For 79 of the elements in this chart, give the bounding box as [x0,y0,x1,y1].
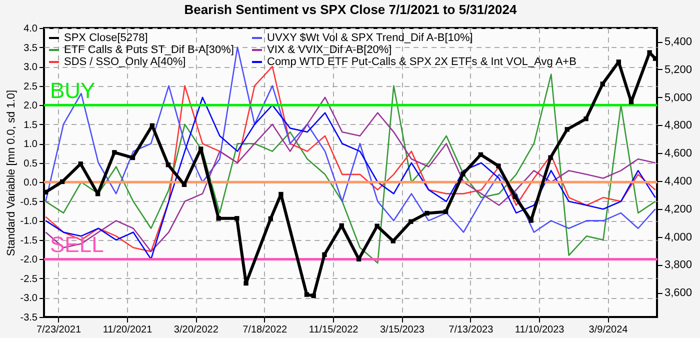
point [600,82,605,86]
line-series [45,46,656,233]
x-tick-label: 7/18/2022 [242,324,288,336]
point [528,218,534,223]
y2-tick-label: 3,600 [664,287,692,300]
point [512,194,518,199]
legend-label: Comp WTD ETF Put-Calls & SPX 2X ETFs & Int VOL_Avg A+B [267,56,576,68]
y2-tick-label: 4,400 [664,176,692,188]
y-axis-title: Standard Variable [mn 0.0, sd 1.0] [5,90,18,256]
point [182,182,187,187]
point [198,146,204,152]
point [216,216,221,221]
y-tick-label: -2.5 [20,274,38,285]
point [460,172,466,176]
y-tick-label: 2.0 [24,100,38,112]
point [311,293,316,298]
legend-label: SPX Close[5278] [64,32,148,44]
y2-tick-label: 5,200 [664,64,692,76]
y2-tick-label: 4,600 [664,148,692,160]
point [548,155,553,160]
x-tick-label: 3/9/2024 [588,324,628,336]
y-tick-label: 4.0 [24,24,38,34]
point [564,127,570,132]
point [390,238,396,244]
legend-label: ETF Calls & Puts ST_Dif B-A[30%] [64,44,234,56]
y2-tick-label: 4,800 [664,120,692,132]
y-tick-label: 1.0 [24,139,38,150]
y-tick-label: -1.0 [20,216,38,228]
legend-label: VIX & VVIX_Dif A-B[20%] [267,44,392,56]
point [356,256,362,262]
chart-title: Bearish Sentiment vs SPX Close 7/1/2021 to 5/31/2024 [184,2,518,17]
y-tick-label: 0.0 [24,178,38,189]
y-tick-label: 3.0 [24,62,38,74]
y2-tick-label: 3,800 [664,259,692,272]
x-tick-label: 11/20/2021 [102,324,153,336]
y2-tick-label: 5,000 [664,92,692,104]
x-tick-label: 3/20/2022 [174,324,219,336]
ref-line-label: BUY [50,78,96,104]
legend-label: UVXY $Wt Vol & SPX Trend_Dif A-B[10%] [267,32,473,44]
x-tick-label: 7/23/2021 [36,324,82,336]
point [443,209,448,214]
point [478,152,484,157]
point [130,155,136,160]
point [78,162,83,166]
point [647,50,652,55]
x-tick-label: 11/10/2023 [514,324,565,336]
y-tick-label: 3.5 [24,42,38,54]
point [278,192,284,197]
point [268,216,273,222]
point [60,179,65,184]
point [150,123,155,128]
y-tick-label: -0.5 [20,196,38,208]
point [244,280,248,286]
point [584,116,588,122]
point [304,292,310,297]
point [112,150,117,155]
point [628,100,634,104]
y-tick-label: -3.5 [20,312,38,324]
point [322,252,327,257]
point [95,191,100,196]
point [166,162,171,168]
point [408,219,414,224]
x-tick-label: 7/13/2023 [448,324,494,336]
point [496,164,501,168]
y-tick-label: 1.5 [24,120,38,131]
x-tick-label: 3/15/2023 [380,324,425,336]
y2-tick-label: 5,400 [664,36,692,48]
y-tick-label: -1.5 [20,235,38,246]
y2-tick-label: 4,000 [664,231,692,244]
y-tick-label: -3.0 [20,293,38,304]
point [616,60,621,64]
point [234,216,240,221]
y-tick-label: 2.5 [24,81,38,92]
y-tick-label: -2.0 [20,254,38,266]
point [424,210,430,216]
x-tick-label: 11/15/2022 [308,324,359,336]
legend-label: SDS / SSO_Only A[40%] [64,56,186,68]
y2-tick-label: 4,200 [664,203,692,216]
y-tick-label: 0.5 [24,158,38,170]
